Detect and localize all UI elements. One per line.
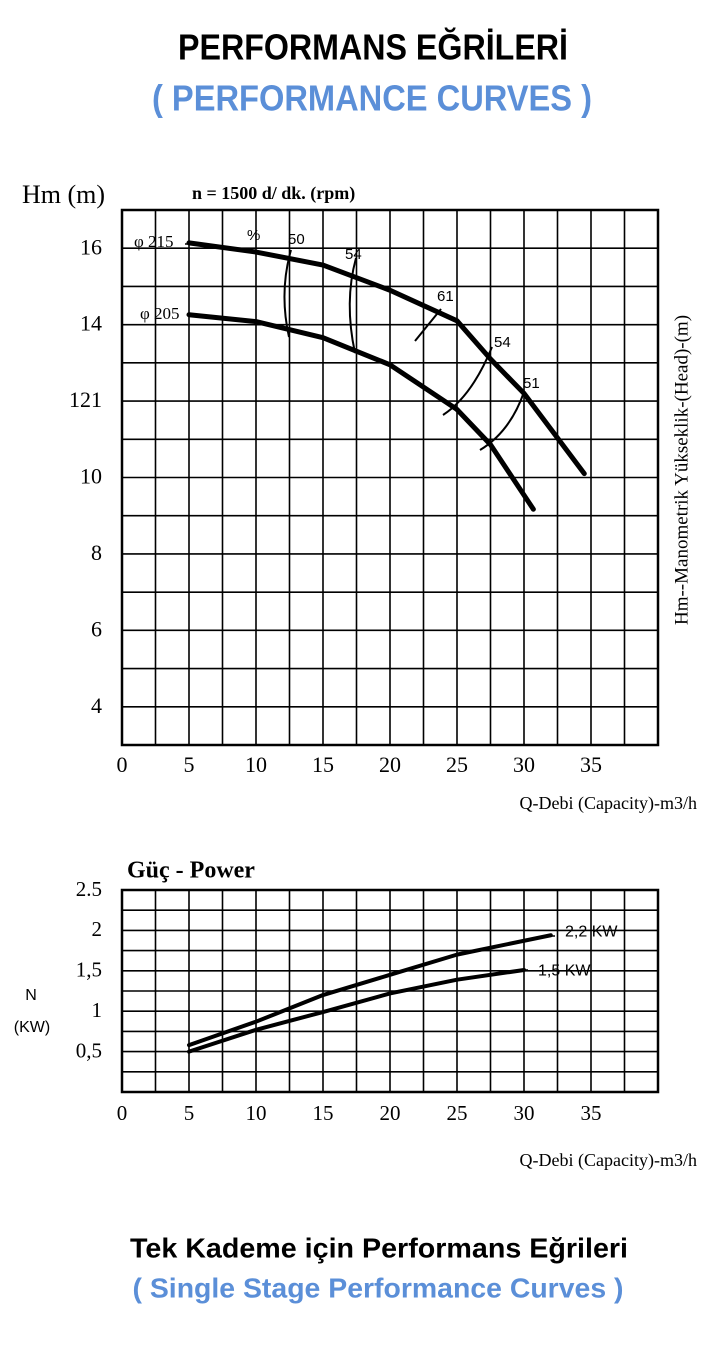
efficiency-curve [442,346,493,416]
plot-frame [120,208,660,747]
y-axis-label: N [25,987,37,1004]
x-axis-label: Q-Debi (Capacity)-m3/h [520,793,697,814]
footer-subtitle: ( Single Stage Performance Curves ) [133,1272,624,1303]
x-tick-label: 20 [379,752,401,777]
x-tick-label: 35 [581,1101,602,1125]
y-tick-label: 6 [91,616,102,641]
x-axis-label: Q-Debi (Capacity)-m3/h [520,1150,697,1171]
page-subtitle: ( PERFORMANCE CURVES ) [152,78,592,119]
chart-title: Güç - Power [127,858,255,884]
series-line [187,967,526,1054]
y-tick-label: 4 [91,693,102,718]
efficiency-label: 51 [523,375,540,392]
y-axis-unit: (KW) [14,1019,50,1036]
x-tick-label: 25 [447,1101,468,1125]
y-tick-label: 8 [91,540,102,565]
series-label: φ 215 [134,232,174,251]
chart-subtitle: n = 1500 d/ dk. (rpm) [192,183,355,204]
y-tick-label: 2.5 [76,877,102,901]
y-tick-label: 1,5 [76,958,102,982]
y-tick-label: 2 [92,917,103,941]
x-tick-label: 0 [117,752,128,777]
page-title: PERFORMANS EĞRİLERİ [178,27,568,68]
efficiency-label: 50 [288,231,305,248]
series-line [187,933,553,1048]
x-tick-label: 0 [117,1101,128,1125]
x-tick-label: 10 [245,752,267,777]
y-tick-label: 0,5 [76,1038,102,1062]
y-tick-label: 121 [69,387,102,412]
x-tick-label: 15 [312,752,334,777]
y-axis-label: Hm (m) [22,180,105,209]
y-axis-label-right: Hm--Manometrik Yükseklik-(Head)-(m) [671,315,692,625]
x-tick-label: 35 [580,752,602,777]
efficiency-label: 54 [494,334,511,351]
x-tick-label: 25 [446,752,468,777]
efficiency-label: 54 [345,246,362,263]
y-tick-label: 16 [80,234,102,259]
efficiency-curve [348,257,357,354]
x-tick-label: 30 [514,1101,535,1125]
x-tick-label: 5 [184,752,195,777]
plot-frame [120,888,660,1094]
y-tick-label: 10 [80,464,102,489]
efficiency-curve [479,391,525,451]
efficiency-label: 61 [437,288,454,305]
efficiency-curve [414,308,442,342]
x-tick-label: 5 [184,1101,195,1125]
y-tick-label: 14 [80,311,102,336]
y-tick-label: 1 [92,998,103,1022]
footer-title: Tek Kademe için Performans Eğrileri [130,1232,628,1263]
series-label: 1,5 KW [538,963,591,980]
x-tick-label: 10 [246,1101,267,1125]
series-line [186,240,587,477]
x-tick-label: 15 [313,1101,334,1125]
series-line [186,312,536,512]
series-label: 2,2 KW [565,924,618,941]
x-tick-label: 30 [513,752,535,777]
efficiency-unit: % [247,227,260,244]
series-label: φ 205 [140,304,180,323]
x-tick-label: 20 [380,1101,401,1125]
efficiency-curve [283,249,292,338]
